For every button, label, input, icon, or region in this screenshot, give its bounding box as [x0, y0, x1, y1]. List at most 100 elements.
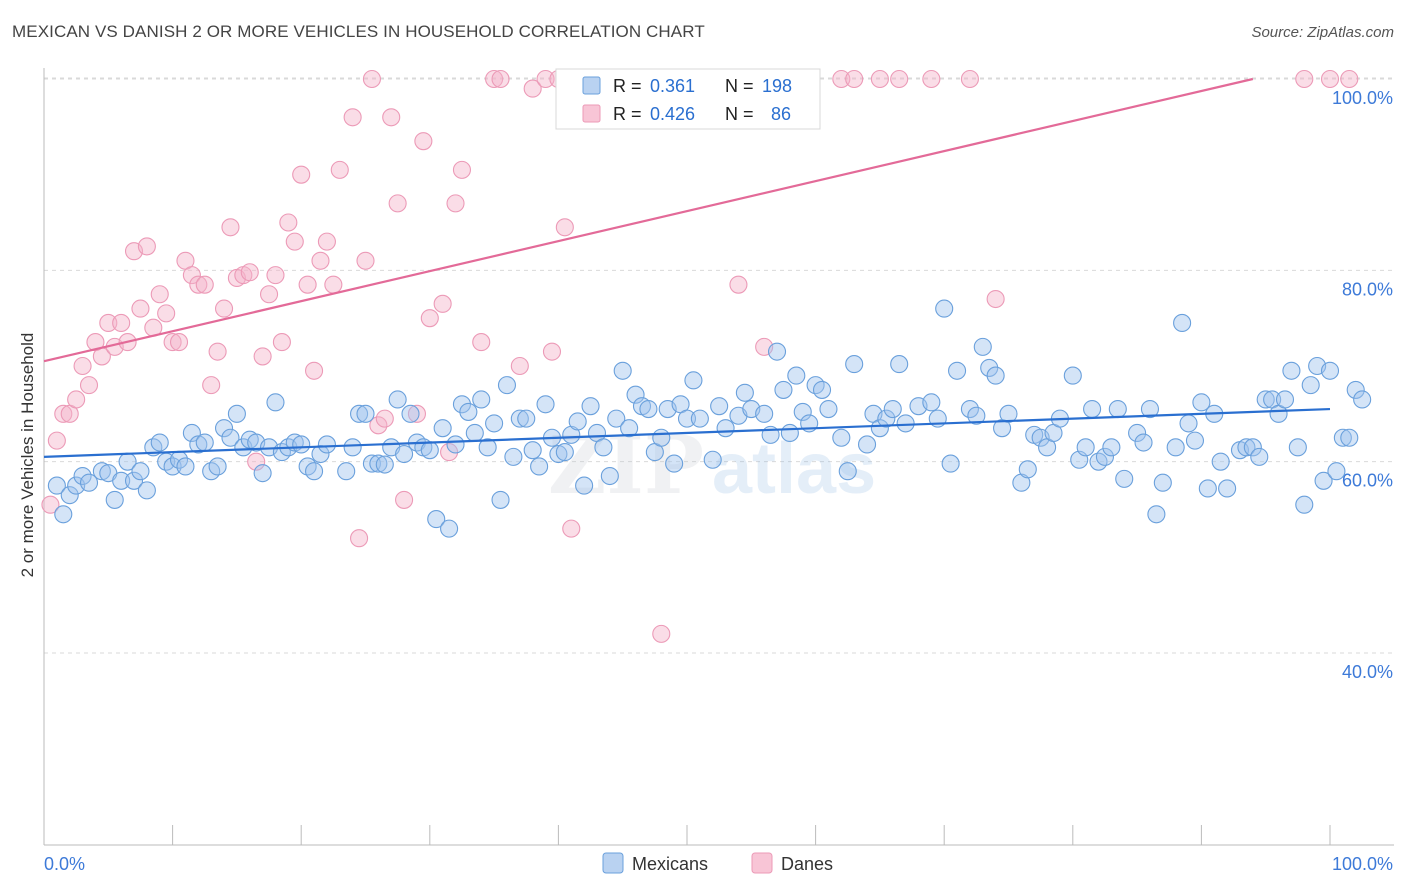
- danish-point: [420, 309, 439, 328]
- mexican-point: [890, 355, 909, 374]
- danish-point: [510, 356, 529, 376]
- mexican-point: [1340, 428, 1359, 447]
- legend-r-value: 0.426: [650, 104, 695, 124]
- danish-point: [272, 333, 291, 352]
- mexican-point: [620, 419, 639, 438]
- mexican-point: [1083, 399, 1102, 419]
- series-legend: Mexicans Danes: [602, 852, 833, 874]
- danish-point: [845, 69, 864, 89]
- danish-point: [433, 294, 452, 313]
- mexican-point: [1243, 438, 1262, 457]
- mexican-point: [105, 490, 124, 509]
- correlation-legend: R = 0.361 N = 198 R = 0.426 N = 86: [555, 68, 821, 130]
- danish-point: [362, 69, 381, 89]
- mexican-point: [131, 462, 150, 481]
- mexican-point: [478, 438, 497, 457]
- danish-point: [729, 275, 748, 294]
- mexican-point: [112, 471, 131, 490]
- mexican-point: [832, 428, 851, 447]
- danish-point: [253, 347, 272, 366]
- x-tick-label: 0.0%: [44, 854, 85, 874]
- mexican-point: [999, 404, 1018, 423]
- mexican-point: [1018, 460, 1037, 479]
- danish-point: [542, 342, 562, 361]
- danish-point: [137, 237, 156, 256]
- mexican-point: [465, 423, 484, 443]
- danish-point: [195, 275, 214, 294]
- danish-point: [41, 495, 60, 514]
- mexican-point: [150, 433, 169, 452]
- trend-lines: [43, 77, 1331, 458]
- mexican-point: [73, 466, 92, 486]
- mexican-point: [420, 441, 439, 460]
- mexican-point: [1250, 447, 1269, 466]
- mexican-point: [1102, 438, 1121, 457]
- mexican-point: [1237, 438, 1256, 457]
- danish-point: [79, 376, 99, 395]
- mexican-point: [626, 385, 645, 404]
- mexican-point: [375, 455, 394, 474]
- x-tick-label: 100.0%: [1332, 854, 1393, 874]
- mexican-point: [960, 399, 979, 419]
- mexican-point: [1147, 505, 1166, 524]
- legend-n-label: N =: [725, 76, 754, 96]
- danish-point: [1340, 69, 1359, 89]
- danish-point: [343, 108, 362, 127]
- mexican-point: [1314, 471, 1333, 490]
- mexican-point: [980, 358, 999, 377]
- danish-point: [112, 313, 131, 333]
- mexican-point: [1153, 473, 1172, 492]
- mexican-point: [819, 399, 838, 419]
- mexican-point: [684, 371, 703, 390]
- danish-point: [131, 299, 150, 318]
- mexican-point: [504, 447, 523, 466]
- danish-point: [311, 251, 330, 270]
- mexican-point: [1166, 438, 1185, 457]
- danish-point: [356, 251, 375, 270]
- danish-point: [562, 519, 581, 538]
- mexican-point: [1095, 447, 1114, 466]
- danish-point: [446, 194, 465, 213]
- danish-point: [202, 376, 221, 395]
- mexican-point: [594, 438, 613, 457]
- mexican-point: [1275, 390, 1295, 409]
- mexican-trend-line: [43, 407, 1331, 458]
- mexican-point: [536, 395, 555, 414]
- mexican-point: [716, 419, 735, 438]
- mexican-point: [703, 450, 722, 469]
- danish-point: [247, 452, 266, 471]
- danish-point: [652, 624, 671, 643]
- danish-point: [472, 333, 491, 352]
- danish-point: [292, 165, 311, 184]
- gridlines: [44, 77, 1394, 654]
- mexican-point: [948, 361, 967, 380]
- mexican-point: [1218, 479, 1237, 498]
- mexican-point: [292, 435, 311, 454]
- danish-point: [1295, 69, 1314, 89]
- mexican-point: [1301, 376, 1320, 395]
- mexican-point: [92, 462, 111, 481]
- mexican-point: [195, 433, 214, 452]
- danish-point: [169, 333, 189, 352]
- mexican-point: [755, 404, 774, 423]
- mexican-point: [767, 342, 787, 361]
- mexican-point: [305, 462, 324, 481]
- mexican-point: [343, 438, 362, 457]
- danish-point: [73, 356, 92, 376]
- danish-point: [414, 132, 433, 151]
- mexican-point: [1173, 313, 1192, 333]
- mexican-point: [137, 481, 156, 500]
- mexican-point: [1282, 361, 1301, 380]
- mexican-point: [440, 519, 459, 538]
- mexican-point: [1295, 495, 1314, 514]
- mexican-point: [266, 393, 285, 412]
- mexican-point: [1198, 479, 1217, 498]
- mexican-point: [530, 457, 549, 476]
- danish-point: [279, 213, 298, 232]
- mexican-point: [1320, 361, 1340, 380]
- danish-point: [150, 285, 169, 304]
- mexican-point: [369, 454, 388, 473]
- mexican-point: [1179, 414, 1198, 433]
- mexican-point: [581, 397, 600, 416]
- legend-n-label: N =: [725, 104, 754, 124]
